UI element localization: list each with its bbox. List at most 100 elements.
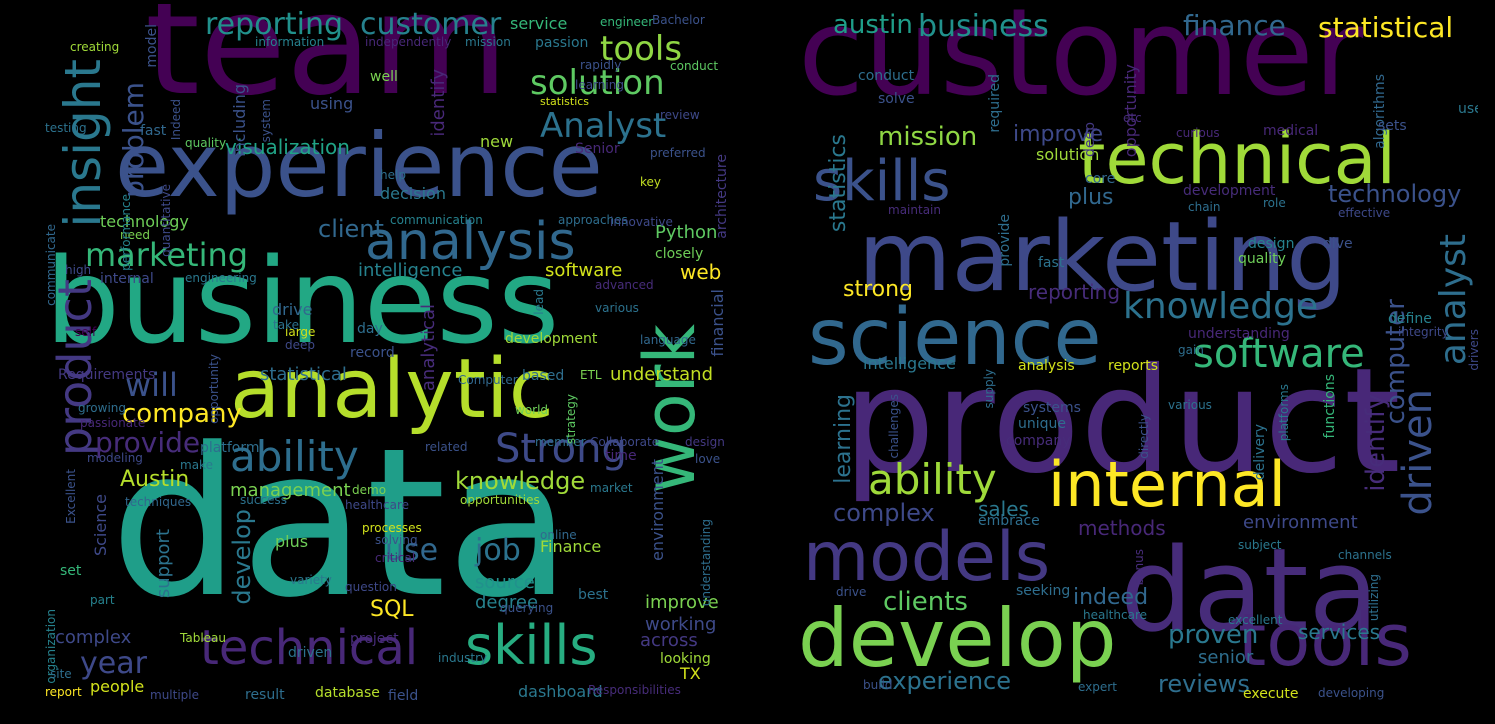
word-cloud-word: build [863, 678, 893, 692]
word-cloud-word: solution [530, 63, 665, 103]
word-cloud-word: intelligence [358, 260, 463, 281]
word-cloud-word: austin [833, 10, 913, 40]
word-cloud-word: curious [1176, 126, 1220, 140]
word-cloud-word: take [273, 318, 299, 332]
word-cloud-word: architecture [714, 154, 728, 239]
word-cloud-word: love [695, 452, 721, 466]
word-cloud-word: learning [831, 394, 856, 484]
word-cloud-word: algorithms [1372, 74, 1388, 149]
word-cloud-word: testing [45, 121, 87, 135]
word-cloud-word: strong [843, 277, 914, 302]
word-cloud-word: integrity [1398, 325, 1449, 339]
word-cloud-word: platform [200, 440, 260, 456]
word-cloud-word: technology [100, 212, 189, 231]
word-cloud-word: improve [1013, 122, 1104, 147]
word-cloud-word: senior [1198, 647, 1254, 668]
word-cloud-word: systems [1023, 400, 1081, 416]
word-cloud-word: make [180, 458, 213, 472]
word-cloud-word: ETL [580, 368, 602, 382]
word-cloud-word: field [388, 688, 419, 704]
word-cloud-word: tools [1238, 598, 1412, 682]
word-cloud-word: various [595, 301, 639, 315]
word-cloud-word: key [640, 175, 662, 189]
word-cloud-word: online [540, 528, 577, 542]
word-cloud-word: quality [1238, 251, 1286, 267]
word-cloud-word: high [65, 263, 92, 277]
word-cloud-word: need [120, 228, 150, 242]
word-cloud-left-canvas: team data business experience analytic work in… [40, 4, 728, 710]
word-cloud-word: dive [1323, 236, 1353, 252]
word-cloud-word: statistics [540, 95, 590, 108]
word-cloud-word: reports [1108, 358, 1159, 374]
word-cloud-word: knowledge [1123, 286, 1319, 327]
word-cloud-word: multiple [150, 688, 200, 702]
word-cloud-word: learning [575, 78, 624, 92]
word-cloud-word: strategy [564, 394, 578, 445]
word-cloud-word: part [90, 593, 115, 607]
word-cloud-word: analysis [1018, 358, 1075, 374]
word-cloud-word: statistics [826, 134, 851, 233]
word-cloud-word: performance [119, 194, 133, 271]
word-cloud-word: looking [660, 651, 711, 667]
word-cloud-word: platforms [1277, 384, 1291, 442]
word-cloud-word: large [285, 325, 316, 339]
word-cloud-word: analytical [418, 304, 439, 392]
word-cloud-word: best [578, 587, 609, 603]
word-cloud-word: TX [680, 664, 701, 683]
word-cloud-word: plus [275, 532, 309, 551]
word-cloud-word: use [1458, 101, 1478, 117]
word-cloud-word: management [230, 480, 351, 501]
word-cloud-word: functions [1322, 374, 1338, 439]
word-cloud-word: technical [200, 620, 419, 676]
word-cloud-word: improve [645, 592, 719, 613]
word-cloud-word: technical [1078, 118, 1397, 200]
word-cloud-word: Collaborate [590, 435, 660, 449]
word-cloud-word: bonus [1132, 549, 1146, 586]
word-cloud-word: skills [465, 614, 598, 677]
word-cloud-word: knowledge [455, 467, 586, 495]
word-cloud-word: provide [997, 214, 1013, 267]
word-cloud-word: preferred [650, 146, 706, 160]
word-cloud-word: including [230, 84, 249, 157]
word-cloud-word: will [125, 366, 178, 404]
word-cloud-word: analysis [365, 212, 576, 272]
word-cloud-word: report [45, 685, 82, 699]
word-cloud-word: ability [868, 455, 997, 504]
word-cloud-word: experience [878, 667, 1012, 695]
word-cloud-word: question [345, 580, 397, 594]
word-cloud-word: skills [813, 149, 951, 214]
word-cloud-word: data [1120, 524, 1380, 658]
word-cloud-word: core [1085, 171, 1116, 187]
word-cloud-word: rapidly [580, 58, 622, 72]
word-cloud-word: healthcare [1083, 608, 1147, 622]
word-cloud-word: utilizing [1367, 574, 1381, 622]
word-cloud-word: Bachelor [652, 13, 705, 27]
word-cloud-word: team [145, 4, 509, 127]
word-cloud-word: understanding [699, 519, 713, 607]
word-cloud-word: analytic [230, 342, 554, 437]
word-cloud-word: reporting [205, 7, 344, 42]
word-cloud-word: year [80, 646, 147, 681]
word-cloud-word: deep [285, 338, 315, 352]
word-cloud-word: techniques [125, 495, 192, 509]
word-cloud-word: define [1388, 311, 1432, 327]
word-cloud-word: use [385, 533, 439, 568]
word-cloud-right-canvas: customer product marketing data technical sci… [788, 4, 1478, 710]
word-cloud-word: work [629, 324, 711, 494]
word-cloud-word: Analyst [540, 106, 667, 146]
word-cloud-word: conduct [858, 68, 915, 84]
word-cloud-word: etc [1123, 111, 1142, 125]
word-cloud-word: healthcare [345, 498, 409, 512]
word-cloud-word: development [505, 331, 598, 347]
word-cloud-word: product [843, 337, 1401, 506]
word-cloud-left: team data business experience analytic work in… [40, 4, 728, 710]
word-cloud-word: market [590, 481, 633, 495]
word-cloud-word: develop [798, 592, 1117, 685]
word-cloud-word: day [357, 321, 383, 337]
word-cloud-word: expert [1078, 680, 1117, 694]
word-cloud-word: modeling [87, 451, 143, 465]
word-cloud-word: help [380, 168, 406, 182]
word-cloud-word: set [60, 563, 82, 579]
word-cloud-word: business [918, 9, 1049, 44]
word-cloud-word: SQL [370, 597, 414, 622]
